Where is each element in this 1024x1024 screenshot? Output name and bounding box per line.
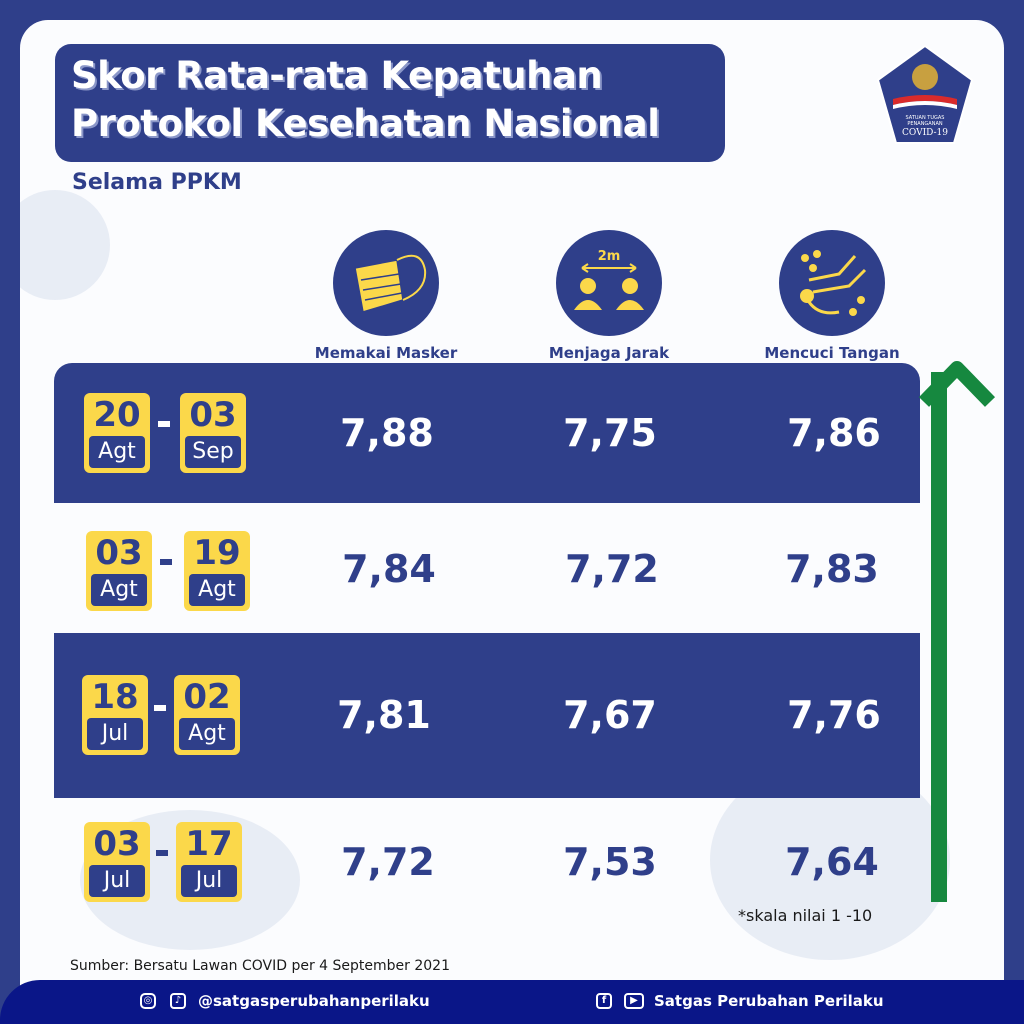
end-date-badge: 03 Sep [180,393,246,473]
end-month: Agt [179,718,235,750]
scale-note: *skala nilai 1 -10 [738,906,873,925]
mask-icon [333,230,439,336]
score-jarak: 7,75 [563,411,657,455]
score-masker: 7,84 [342,547,436,591]
social-handle[interactable]: @satgasperubahanperilaku [198,992,430,1010]
column-header-tangan: Mencuci Tangan [742,230,922,362]
column-label: Menjaga Jarak [548,344,670,362]
channel-name[interactable]: Satgas Perubahan Perilaku [654,992,884,1010]
title-line-1: Skor Rata-rata Kepatuhan [71,54,603,97]
title-line-2: Protokol Kesehatan Nasional [71,102,660,145]
source-text: Sumber: Bersatu Lawan COVID per 4 Septem… [70,958,450,974]
column-label: Memakai Masker [314,344,458,362]
table-row: 18 Jul 02 Agt 7,81 7,67 7,76 [54,633,920,798]
trend-arrow-shaft [931,372,947,902]
end-day: 02 [183,677,231,717]
score-masker: 7,72 [341,840,435,884]
satgas-covid-logo-icon: SATUAN TUGAS PENANGANAN COVID-19 [876,44,974,144]
score-jarak: 7,67 [563,693,657,737]
score-tangan: 7,64 [785,840,879,884]
score-masker: 7,88 [340,411,434,455]
table-row: 03 Jul 17 Jul 7,72 7,53 7,64 [54,800,920,940]
handwash-icon [779,230,885,336]
start-month: Jul [89,865,145,897]
end-day: 17 [185,824,233,864]
trend-arrow-up-icon [918,361,996,407]
column-header-masker: Memakai Masker [296,230,476,362]
start-day: 03 [93,824,141,864]
svg-text:2m: 2m [598,249,621,264]
date-dash [156,850,168,856]
start-date-badge: 20 Agt [84,393,150,473]
start-day: 18 [91,677,139,717]
svg-text:SATUAN TUGAS: SATUAN TUGAS [906,115,945,121]
youtube-icon[interactable]: ▶ [624,993,644,1009]
end-date-badge: 02 Agt [174,675,240,755]
start-day: 20 [93,395,141,435]
table-row: 20 Agt 03 Sep 7,88 7,75 7,86 [54,363,920,503]
table-row: 03 Agt 19 Agt 7,84 7,72 7,83 [54,503,920,643]
column-label: Mencuci Tangan [764,344,900,362]
facebook-icon[interactable]: f [596,993,612,1009]
end-month: Sep [185,436,241,468]
end-month: Jul [181,865,237,897]
instagram-icon[interactable]: ◎ [140,993,156,1009]
start-date-badge: 03 Agt [86,531,152,611]
score-masker: 7,81 [337,693,431,737]
end-month: Agt [189,574,245,606]
date-dash [160,559,172,565]
start-date-badge: 03 Jul [84,822,150,902]
end-date-badge: 17 Jul [176,822,242,902]
end-day: 19 [193,533,241,573]
tiktok-icon[interactable]: ♪ [170,993,186,1009]
end-day: 03 [189,395,237,435]
title-banner: Skor Rata-rata Kepatuhan Protokol Keseha… [55,44,725,162]
score-jarak: 7,72 [565,547,659,591]
score-tangan: 7,76 [787,693,881,737]
infographic-card: Skor Rata-rata Kepatuhan Protokol Keseha… [20,20,1004,1024]
footer-bar: ◎ ♪ @satgasperubahanperilaku f ▶ Satgas … [0,980,1024,1024]
subtitle: Selama PPKM [72,170,242,195]
distance-icon: 2m [556,230,662,336]
date-dash [158,421,170,427]
start-day: 03 [95,533,143,573]
score-tangan: 7,83 [785,547,879,591]
date-dash [154,705,166,711]
svg-text:PENANGANAN: PENANGANAN [907,121,943,127]
virus-decoration [20,190,110,300]
right-border [1000,20,1024,980]
start-month: Jul [87,718,143,750]
start-month: Agt [89,436,145,468]
score-jarak: 7,53 [563,840,657,884]
start-month: Agt [91,574,147,606]
column-header-jarak: 2m Menjaga Jarak [519,230,699,362]
start-date-badge: 18 Jul [82,675,148,755]
svg-text:COVID-19: COVID-19 [902,128,948,138]
end-date-badge: 19 Agt [184,531,250,611]
score-tangan: 7,86 [787,411,881,455]
